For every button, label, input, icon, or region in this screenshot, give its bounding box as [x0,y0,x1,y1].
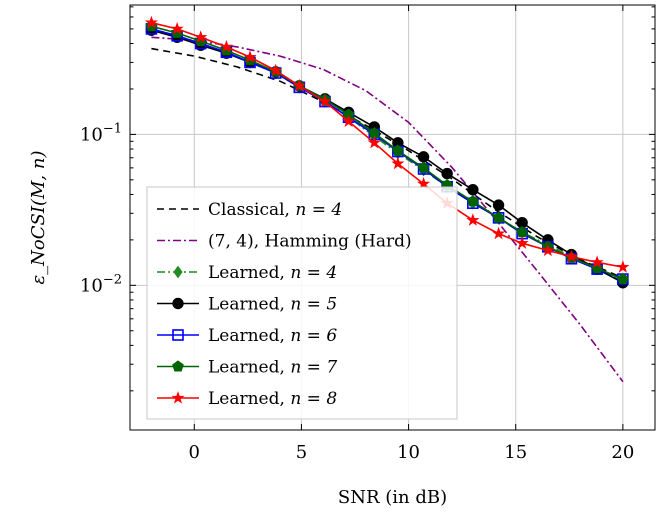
x-tick-label: 15 [504,442,527,463]
data-point [144,15,159,29]
x-tick-label: 5 [296,442,307,463]
data-point [617,272,629,285]
legend-marker [171,391,185,404]
data-point [341,114,356,127]
legend-label: Classical, n = 4 [208,200,342,220]
y-tick-label: 10−1 [80,121,122,145]
data-point [417,161,430,173]
legend-marker [172,297,184,310]
series-2 [151,36,624,383]
y-axis-label: ε_NoCSI(M, n) [28,151,49,285]
legend-entry: Classical, n = 4 [157,200,342,220]
data-point [515,236,529,249]
plot-area-frame [129,4,656,431]
data-point [466,213,480,226]
legend-marker [173,265,183,279]
series-layer [144,15,630,383]
data-point [392,144,404,156]
data-point [541,243,555,257]
data-point [416,176,431,190]
data-point [441,167,453,180]
legend-label: Learned, n = 8 [208,389,337,409]
x-tick-label: 0 [189,442,200,463]
legend-entry: Learned, n = 4 [157,263,337,283]
legend-entry: Learned, n = 6 [157,326,337,346]
legend-label: (7, 4), Hamming (Hard) [208,232,412,252]
legend-entry: Learned, n = 7 [157,358,337,378]
series-line [151,36,624,383]
data-point [491,226,506,240]
series-line [151,47,624,279]
data-point [616,260,630,273]
legend-entry: Learned, n = 5 [157,295,337,315]
data-point [367,135,381,149]
legend-entry: Learned, n = 8 [157,389,337,409]
data-point [243,50,257,63]
legend-marker [172,329,184,341]
data-point [170,21,184,35]
data-point [492,199,505,211]
data-point [590,255,604,268]
data-point [564,249,579,263]
data-point [391,156,405,170]
legend-label: Learned, n = 7 [208,358,337,378]
legend-marker [172,360,184,372]
x-tick-label: 20 [611,442,634,463]
data-point [417,151,430,163]
x-axis-label: SNR (in dB) [338,487,447,508]
data-point [318,94,332,108]
y-tick-label: 10−2 [80,272,122,296]
legend-label: Learned, n = 4 [208,263,337,283]
legend: Classical, n = 4 (7, 4), Hamming (Hard) Le… [146,186,458,420]
legend-label: Learned, n = 6 [208,326,337,346]
data-point [492,211,505,223]
x-axis-ticks: 0 5 10 15 20 [189,5,634,463]
data-point [292,78,306,92]
legend-entry: (7, 4), Hamming (Hard) [157,232,412,252]
data-point [467,195,479,207]
data-point [194,30,208,43]
data-point [467,184,479,196]
legend-label: Learned, n = 5 [208,295,337,315]
data-point [269,63,283,77]
x-tick-label: 10 [397,442,420,463]
data-point [219,39,234,53]
series-1 [151,47,624,279]
